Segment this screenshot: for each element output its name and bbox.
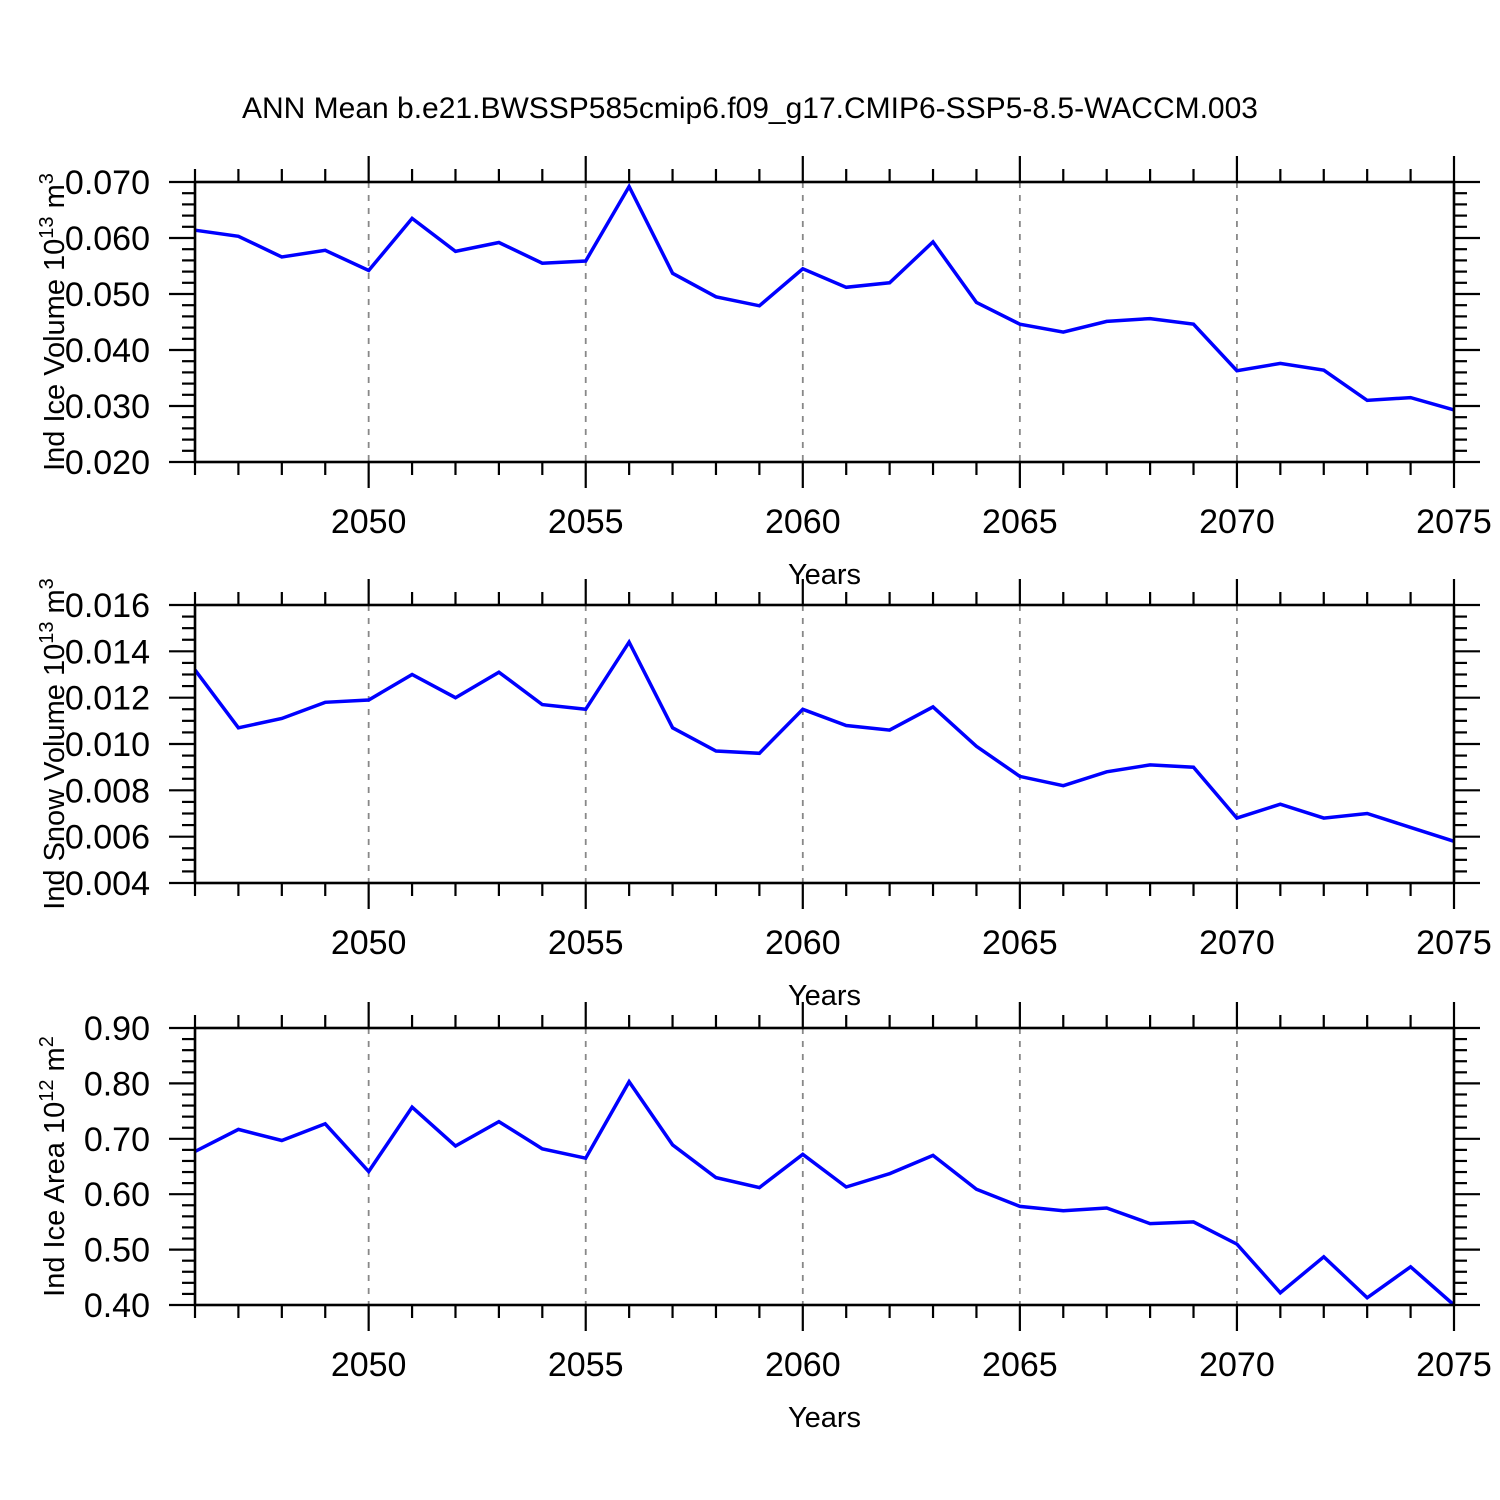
y-tick-label: 0.50 xyxy=(84,1232,150,1270)
y-tick-label: 0.040 xyxy=(65,332,150,370)
plot-snow-volume: 2050 2055 2060 2065 2070 2075 0.004 0.006 0.008 0… xyxy=(36,578,1492,1012)
x-tick-label: 2075 xyxy=(1416,924,1492,962)
y-tick-label: 0.020 xyxy=(65,444,150,482)
series-line xyxy=(193,638,1455,843)
x-tick-label: 2060 xyxy=(765,503,841,541)
plot-ice-volume: 2050 2055 2060 2065 2070 2075 0.020 0.030 0.040 0… xyxy=(36,156,1492,591)
y-tick-label: 0.016 xyxy=(65,587,150,625)
y-tick-label: 0.030 xyxy=(65,388,150,426)
y-tick-label: 0.80 xyxy=(84,1065,150,1103)
y-tick-label: 0.012 xyxy=(65,680,150,718)
x-tick-label: 2065 xyxy=(982,1346,1058,1384)
y-axis-title: Ind Snow Volume 1013 m3 xyxy=(36,578,71,910)
x-tick-label: 2070 xyxy=(1199,924,1275,962)
x-tick-label: 2075 xyxy=(1416,503,1492,541)
x-tick-label: 2065 xyxy=(982,924,1058,962)
y-tick-label: 0.008 xyxy=(65,772,150,810)
plot-frame xyxy=(193,603,1456,885)
x-axis-title: Years xyxy=(788,980,861,1012)
x-tick-label: 2055 xyxy=(548,924,624,962)
x-tick-label: 2050 xyxy=(331,1346,407,1384)
y-tick-label: 0.014 xyxy=(65,633,150,671)
x-tick-label: 2050 xyxy=(331,503,407,541)
y-tick-label: 0.060 xyxy=(65,220,150,258)
y-tick-label: 0.60 xyxy=(84,1176,150,1214)
y-axis-title: Ind Ice Volume 1013 m3 xyxy=(36,173,71,471)
x-axis-title: Years xyxy=(788,559,861,591)
y-tick-label: 0.050 xyxy=(65,276,150,314)
y-tick-label: 0.070 xyxy=(65,164,150,202)
x-tick-label: 2050 xyxy=(331,924,407,962)
x-axis-title: Years xyxy=(788,1402,861,1434)
x-tick-label: 2075 xyxy=(1416,1346,1492,1384)
x-tick-label: 2055 xyxy=(548,1346,624,1384)
y-tick-label: 0.004 xyxy=(65,865,150,903)
x-tick-label: 2070 xyxy=(1199,1346,1275,1384)
x-tick-label: 2055 xyxy=(548,503,624,541)
x-tick-label: 2070 xyxy=(1199,503,1275,541)
y-tick-label: 0.006 xyxy=(65,819,150,857)
y-tick-label: 0.010 xyxy=(65,726,150,764)
x-tick-label: 2060 xyxy=(765,924,841,962)
y-tick-label: 0.40 xyxy=(84,1287,150,1325)
y-tick-label: 0.90 xyxy=(84,1010,150,1048)
plot-ice-area: 2050 2055 2060 2065 2070 2075 0.40 0.50 0.60 0.70… xyxy=(36,1002,1492,1434)
series-line xyxy=(194,1078,1456,1307)
series-line xyxy=(194,182,1455,412)
y-tick-label: 0.70 xyxy=(84,1121,150,1159)
x-tick-label: 2060 xyxy=(765,1346,841,1384)
y-axis-title: Ind Ice Area 1012 m2 xyxy=(36,1036,71,1297)
plot-frame xyxy=(193,180,1456,464)
x-tick-label: 2065 xyxy=(982,503,1058,541)
chart-title: ANN Mean b.e21.BWSSP585cmip6.f09_g17.CMI… xyxy=(241,92,1258,125)
plot-frame xyxy=(193,1026,1456,1307)
